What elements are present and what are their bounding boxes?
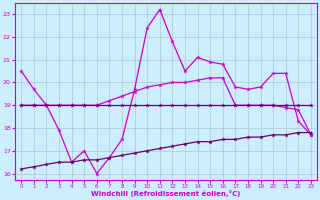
X-axis label: Windchill (Refroidissement éolien,°C): Windchill (Refroidissement éolien,°C) (92, 190, 241, 197)
